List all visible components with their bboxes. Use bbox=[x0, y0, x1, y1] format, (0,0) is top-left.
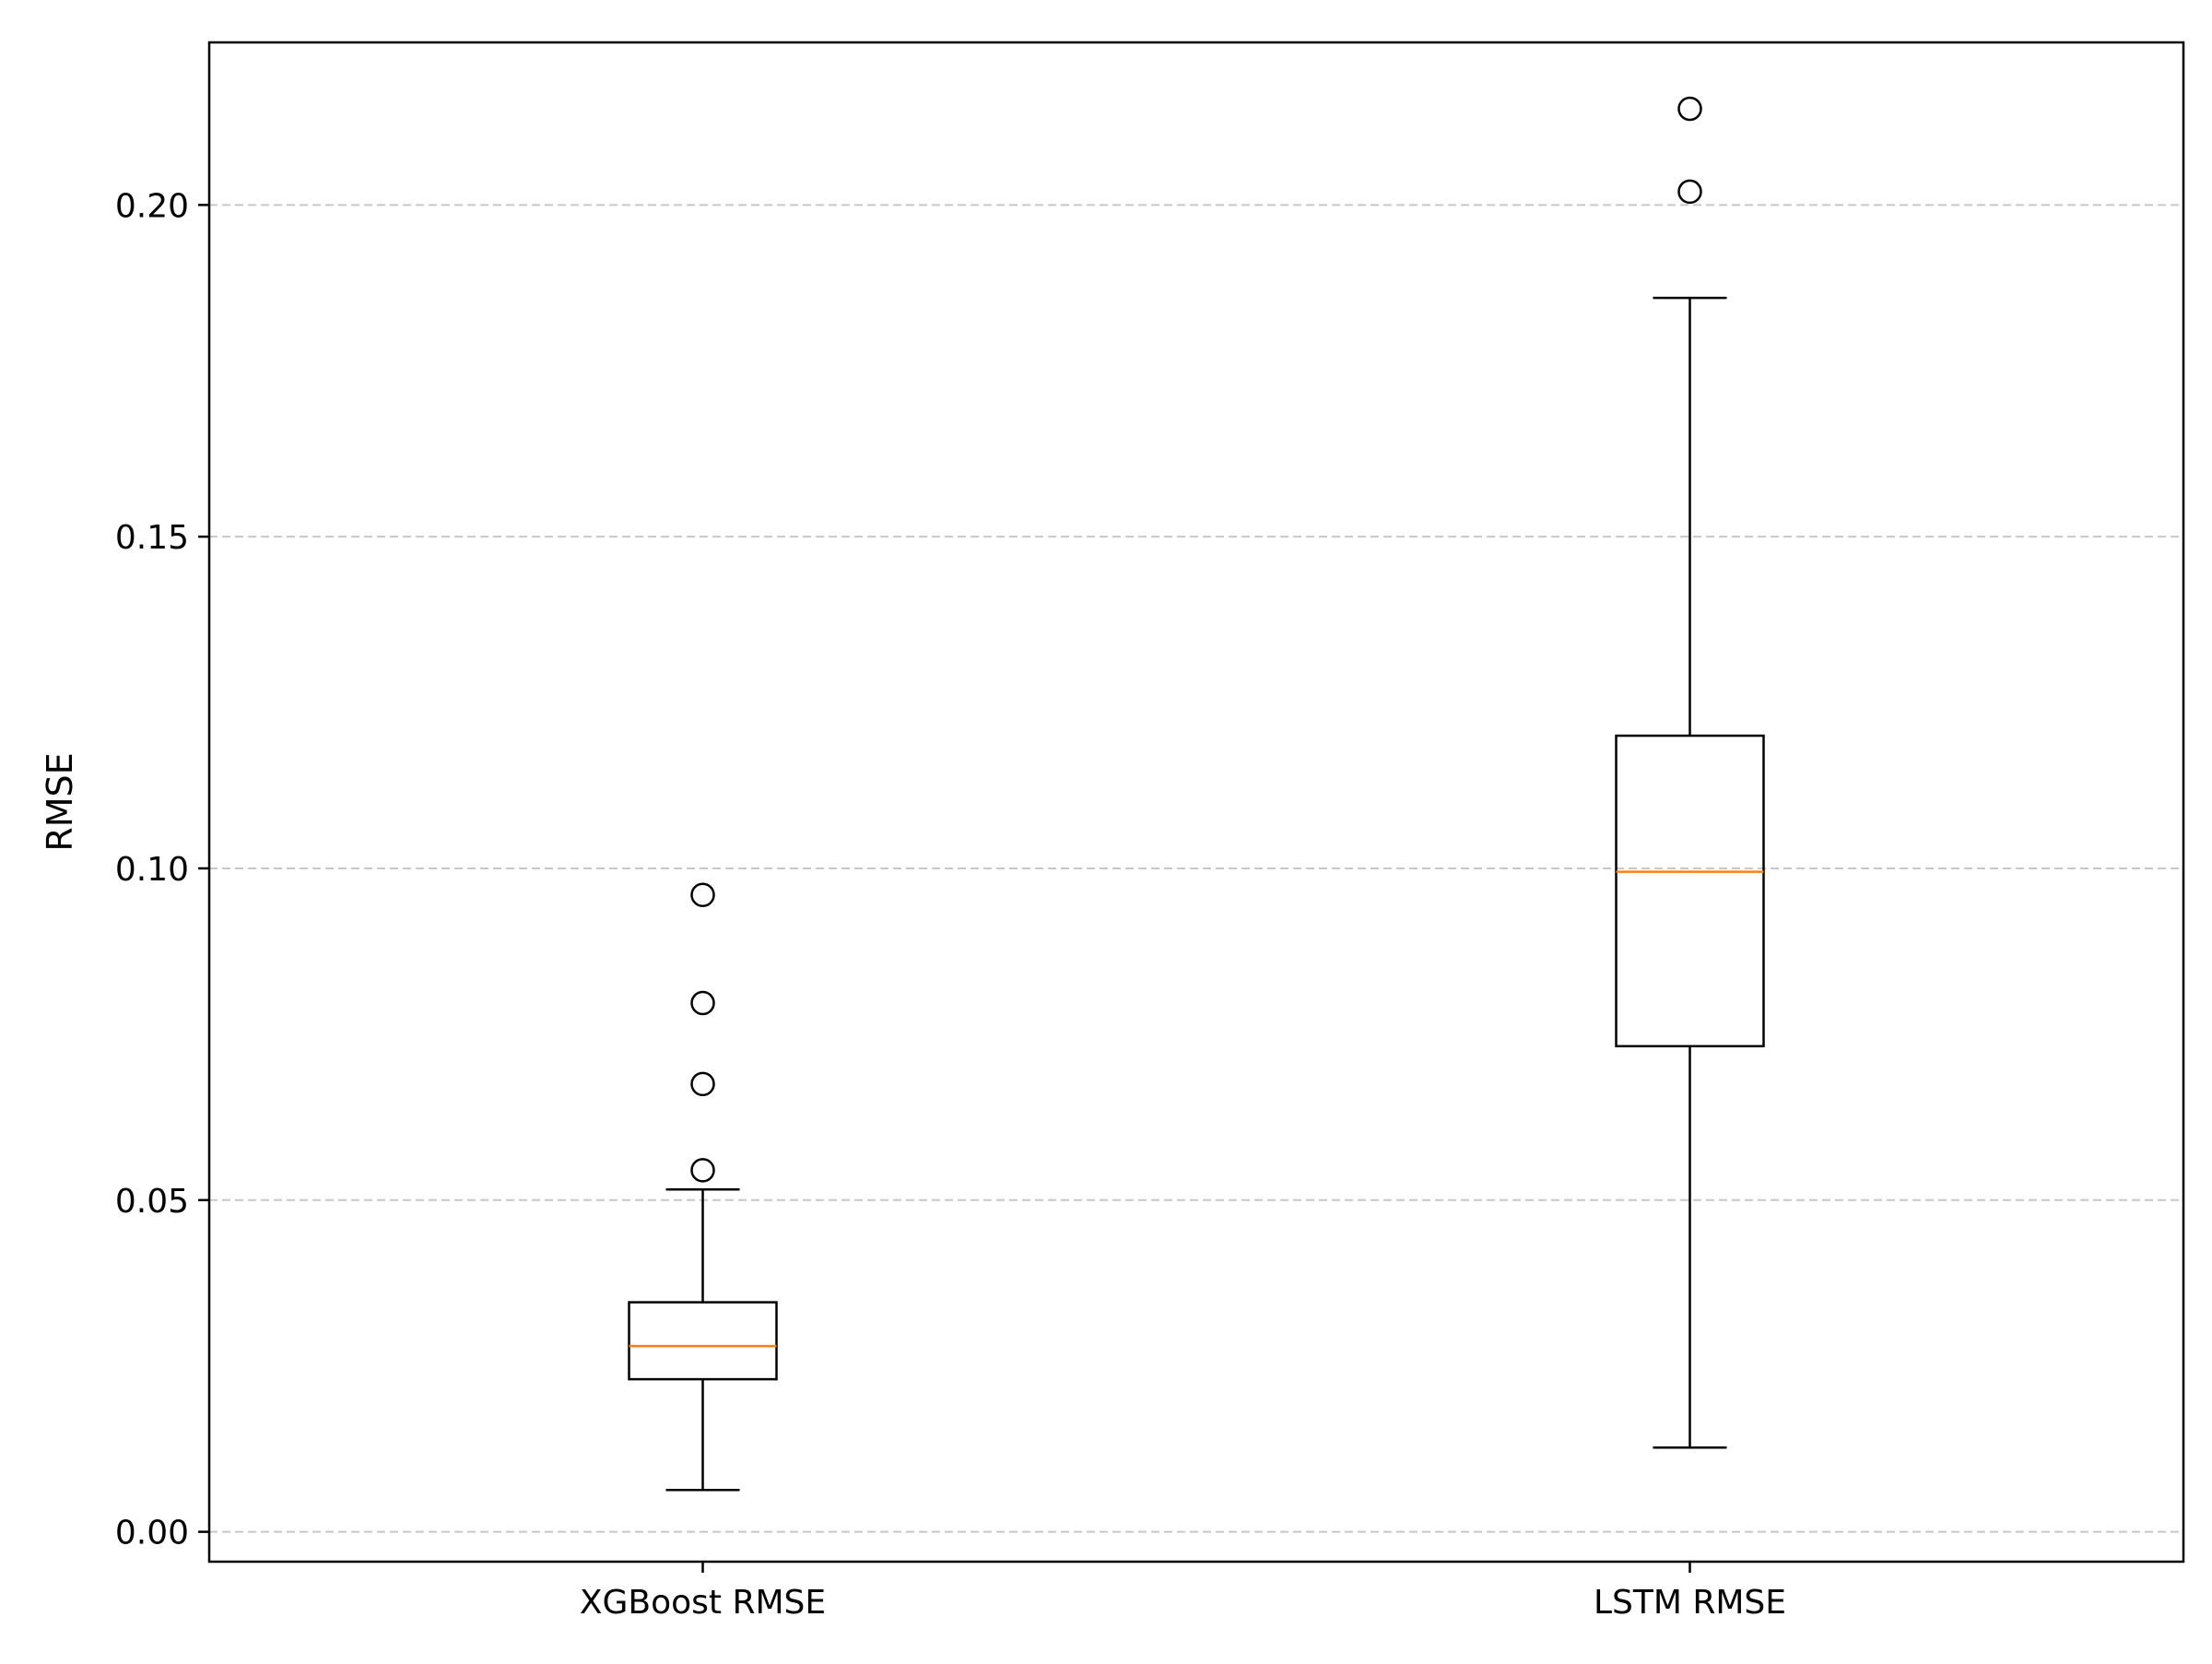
box-group-xgboost bbox=[628, 882, 778, 1492]
x-tick-label: XGBoost RMSE bbox=[580, 1584, 826, 1622]
y-tick-label: 0.20 bbox=[115, 187, 189, 225]
iqr-box bbox=[628, 1301, 778, 1381]
x-axis: XGBoost RMSE LSTM RMSE bbox=[580, 1562, 1786, 1622]
iqr-box bbox=[1615, 734, 1765, 1048]
box-group-lstm bbox=[1615, 96, 1765, 1449]
y-tick-label: 0.15 bbox=[115, 519, 189, 557]
outlier-point bbox=[1677, 179, 1702, 205]
outlier-point bbox=[690, 990, 715, 1016]
grid-lines bbox=[209, 204, 2183, 1533]
y-tick-label: 0.00 bbox=[115, 1515, 189, 1552]
y-axis: 0.00 0.05 0.10 0.15 0.20 bbox=[115, 187, 209, 1552]
outlier-point bbox=[690, 1158, 715, 1183]
y-axis-label: RMSE bbox=[40, 752, 80, 851]
outlier-point bbox=[690, 1071, 715, 1097]
plot-frame bbox=[207, 41, 2185, 1564]
box-series bbox=[628, 96, 1765, 1492]
outlier-point bbox=[690, 882, 715, 908]
x-tick-label: LSTM RMSE bbox=[1594, 1584, 1786, 1622]
y-tick-label: 0.10 bbox=[115, 851, 189, 889]
y-tick-label: 0.05 bbox=[115, 1183, 189, 1221]
outlier-point bbox=[1677, 96, 1702, 122]
